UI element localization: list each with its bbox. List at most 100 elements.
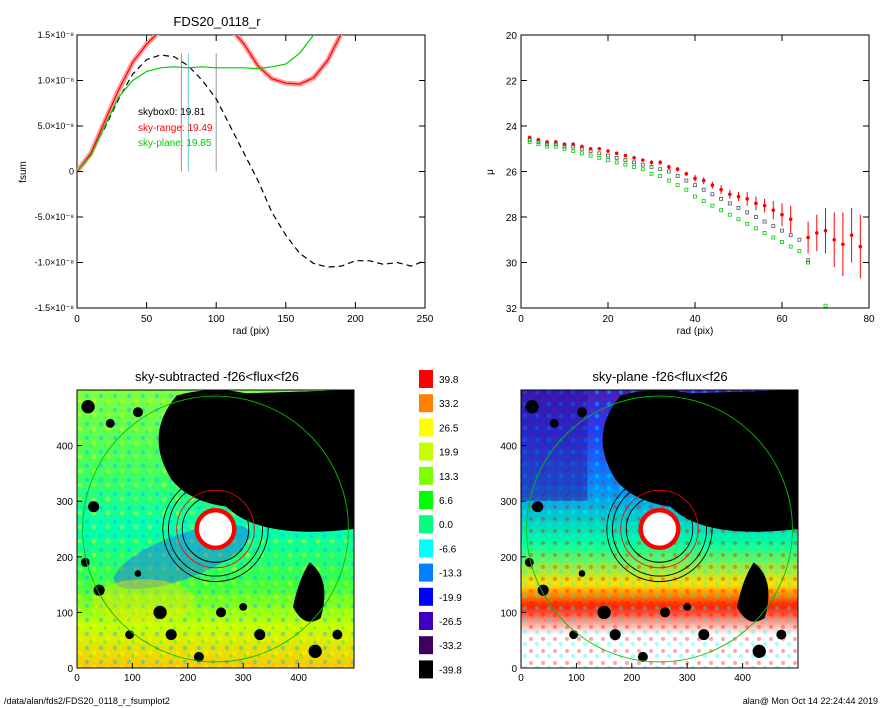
colorbar-swatch bbox=[419, 491, 433, 509]
mu-point bbox=[632, 160, 636, 165]
masked-object bbox=[578, 570, 586, 577]
x-tick-label: 250 bbox=[417, 314, 434, 325]
mu-plot-ticks: 0 20 40 60 80 20 22 24 26 28 30 32 bbox=[506, 31, 875, 325]
y-tick-label: 0 bbox=[69, 167, 74, 177]
colorbar-swatch bbox=[419, 370, 433, 388]
mu-point bbox=[675, 167, 680, 172]
mu-point bbox=[815, 231, 819, 235]
galaxy-core bbox=[642, 512, 677, 546]
mu-plot: 0 20 40 60 80 20 22 24 26 28 30 32 rad (pix) μ bbox=[485, 31, 875, 337]
outer-aperture bbox=[82, 395, 349, 663]
mu-point bbox=[719, 208, 723, 213]
colorbar-swatch bbox=[419, 612, 433, 630]
mu-point bbox=[736, 217, 741, 222]
fsum-plot-xlabel: rad (pix) bbox=[233, 326, 270, 337]
x-tick-label: 200 bbox=[179, 673, 196, 684]
masked-object bbox=[532, 501, 544, 513]
fsum-series-line bbox=[77, 54, 425, 268]
footer-timestamp: alan@ Mon Oct 14 22:24:44 2019 bbox=[743, 696, 878, 706]
mu-point bbox=[623, 158, 628, 163]
mu-point bbox=[771, 235, 776, 240]
x-tick-label: 20 bbox=[602, 314, 614, 325]
masked-object bbox=[254, 629, 266, 641]
mu-point bbox=[684, 171, 689, 176]
y-tick-label: 1.0×10⁻⁸ bbox=[38, 76, 75, 86]
masked-object bbox=[81, 400, 95, 414]
colorbar-swatch bbox=[419, 515, 433, 534]
x-tick-label: 400 bbox=[734, 673, 751, 684]
legend-sky-plane: sky-plane: 19.85 bbox=[138, 138, 212, 149]
fsum-plot: FDS20_0118_r 0 50 100 150 200 250 -1.5×10⁻⁸ -1.… bbox=[18, 14, 434, 337]
colorbar-swatch bbox=[419, 394, 433, 413]
mu-point bbox=[580, 146, 584, 151]
mu-point bbox=[597, 151, 602, 156]
mu-point bbox=[788, 217, 793, 222]
colorbar-label: -33.2 bbox=[439, 641, 462, 652]
x-tick-label: 50 bbox=[141, 314, 153, 325]
mu-point bbox=[667, 169, 671, 174]
x-tick-label: 100 bbox=[124, 673, 141, 684]
mu-point bbox=[849, 233, 854, 237]
mu-point bbox=[736, 194, 741, 199]
mu-plot-xlabel: rad (pix) bbox=[677, 326, 714, 337]
mu-point bbox=[588, 149, 593, 153]
mu-plot-ylabel: μ bbox=[485, 169, 496, 175]
mu-point bbox=[649, 165, 654, 169]
colorbar-swatch bbox=[419, 539, 433, 558]
y-tick-label: 400 bbox=[56, 442, 73, 453]
aperture-circle bbox=[625, 495, 694, 563]
fsum-series-line bbox=[77, 35, 315, 172]
mu-point bbox=[701, 199, 706, 203]
mu-point bbox=[667, 165, 671, 169]
mu-point bbox=[641, 158, 645, 162]
mu-point bbox=[614, 160, 619, 165]
masked-object bbox=[549, 418, 559, 428]
y-tick-label: 300 bbox=[56, 497, 73, 508]
sky-plane-frame bbox=[520, 389, 799, 669]
y-tick-label: 28 bbox=[506, 213, 518, 224]
sky-plane-map-title: sky-plane -f26<flux<f26 bbox=[592, 369, 727, 384]
mu-point bbox=[553, 142, 558, 147]
mu-point bbox=[649, 160, 654, 165]
mu-point bbox=[536, 142, 541, 147]
x-tick-label: 300 bbox=[235, 673, 252, 684]
colorbar-swatch bbox=[419, 563, 433, 582]
masked-object bbox=[80, 557, 90, 567]
mu-point bbox=[771, 224, 776, 229]
mu-point bbox=[580, 151, 584, 156]
mu-point bbox=[797, 237, 802, 242]
colorbar-label: 39.8 bbox=[439, 375, 459, 386]
y-tick-label: -1.0×10⁻⁸ bbox=[35, 258, 75, 268]
masked-object bbox=[105, 418, 115, 428]
colorbar-swatch bbox=[419, 587, 433, 606]
colorbar-swatch bbox=[419, 442, 433, 461]
masked-object bbox=[153, 605, 167, 620]
y-tick-label: 100 bbox=[56, 608, 73, 619]
sky-subtracted-map-title: sky-subtracted -f26<flux<f26 bbox=[135, 369, 299, 384]
y-tick-label: 200 bbox=[56, 553, 73, 564]
mu-point bbox=[571, 144, 576, 149]
mu-point bbox=[553, 144, 558, 149]
mu-point bbox=[693, 183, 697, 188]
y-tick-label: 100 bbox=[500, 608, 517, 619]
legend-sky-range: sky-range: 19.49 bbox=[138, 123, 213, 134]
mu-point bbox=[710, 192, 715, 197]
masked-object bbox=[308, 644, 322, 658]
sky-subtracted-frame bbox=[76, 389, 355, 669]
mu-point bbox=[658, 167, 663, 172]
footer-path: /data/alan/fds2/FDS20_0118_r_fsumplot2 bbox=[4, 696, 170, 706]
galaxy-core bbox=[198, 512, 233, 546]
mu-point bbox=[588, 153, 593, 158]
mu-point bbox=[667, 178, 671, 183]
y-tick-label: 1.5×10⁻⁸ bbox=[38, 30, 75, 40]
x-tick-label: 80 bbox=[863, 314, 875, 325]
mu-point bbox=[832, 237, 836, 242]
x-tick-label: 40 bbox=[689, 314, 701, 325]
colorbar-swatch bbox=[419, 636, 433, 655]
mu-point bbox=[728, 192, 732, 197]
sky-subtracted-map: sky-subtracted -f26<flux<f26 bbox=[56, 369, 355, 684]
mu-point bbox=[762, 219, 767, 224]
high-flux-region bbox=[93, 579, 194, 624]
colorbar-label: -39.8 bbox=[439, 665, 462, 676]
mu-point bbox=[640, 162, 645, 167]
